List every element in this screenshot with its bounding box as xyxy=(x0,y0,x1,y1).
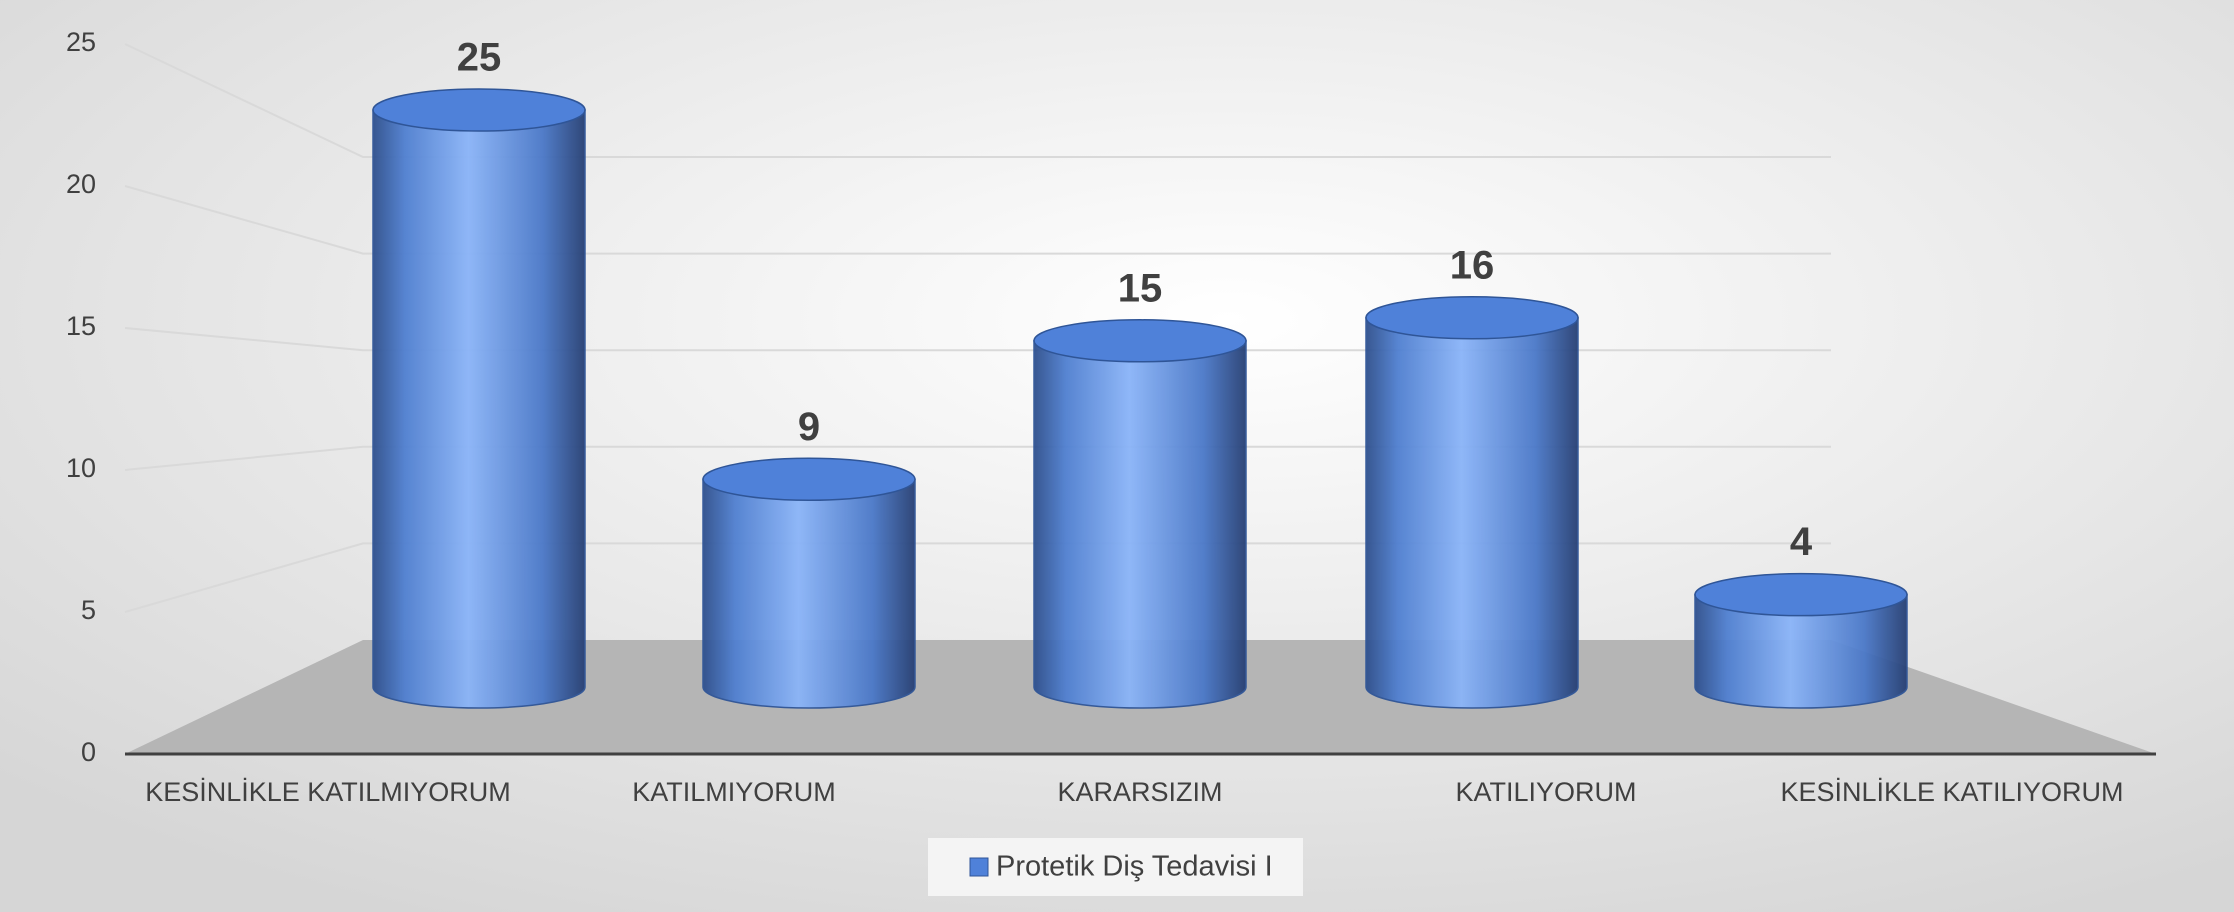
data-label: 15 xyxy=(1118,266,1163,310)
data-label: 16 xyxy=(1450,243,1495,287)
bar xyxy=(702,457,916,709)
x-tick-label: KATILMIYORUM xyxy=(632,777,836,807)
grid-line xyxy=(124,327,1831,352)
legend-box xyxy=(928,838,1303,896)
cylinder-body xyxy=(1365,316,1579,709)
y-tick-label: 15 xyxy=(66,311,96,341)
y-tick-label: 0 xyxy=(81,737,96,767)
data-label: 25 xyxy=(457,36,502,80)
grid-line xyxy=(124,445,1831,471)
y-tick-label: 5 xyxy=(81,595,96,625)
cylinder-top xyxy=(702,457,916,502)
grid-line xyxy=(124,542,1831,613)
bar xyxy=(1365,295,1579,709)
cylinder-body xyxy=(372,109,586,709)
bar xyxy=(1694,572,1908,709)
y-tick-label: 10 xyxy=(66,453,96,483)
bar xyxy=(372,88,586,709)
y-tick-label: 20 xyxy=(66,169,96,199)
cylinder-top xyxy=(1033,319,1247,363)
cylinder-body xyxy=(1694,593,1908,709)
x-tick-label: KATILIYORUM xyxy=(1455,777,1636,807)
data-label: 4 xyxy=(1790,520,1813,564)
legend-swatch xyxy=(969,857,989,877)
x-tick-label: KESİNLİKLE KATILMIYORUM xyxy=(145,776,511,807)
bar xyxy=(1033,319,1247,709)
data-label: 9 xyxy=(798,405,820,449)
grid-line xyxy=(124,43,1831,158)
legend-label: Protetik Diş Tedavisi I xyxy=(996,851,1273,883)
x-tick-label: KARARSIZIM xyxy=(1057,777,1222,807)
x-tick-label: KESİNLİKLE KATILIYORUM xyxy=(1780,776,2123,807)
cylinder-top xyxy=(1365,295,1579,340)
grid-line xyxy=(124,185,1831,255)
cylinder-top xyxy=(1694,572,1908,617)
cylinder-top xyxy=(372,88,586,132)
y-tick-label: 25 xyxy=(66,27,96,57)
cylinder-body xyxy=(1033,340,1247,709)
legend: Protetik Diş Tedavisi I xyxy=(928,838,1303,896)
cylinder-body xyxy=(702,478,916,709)
